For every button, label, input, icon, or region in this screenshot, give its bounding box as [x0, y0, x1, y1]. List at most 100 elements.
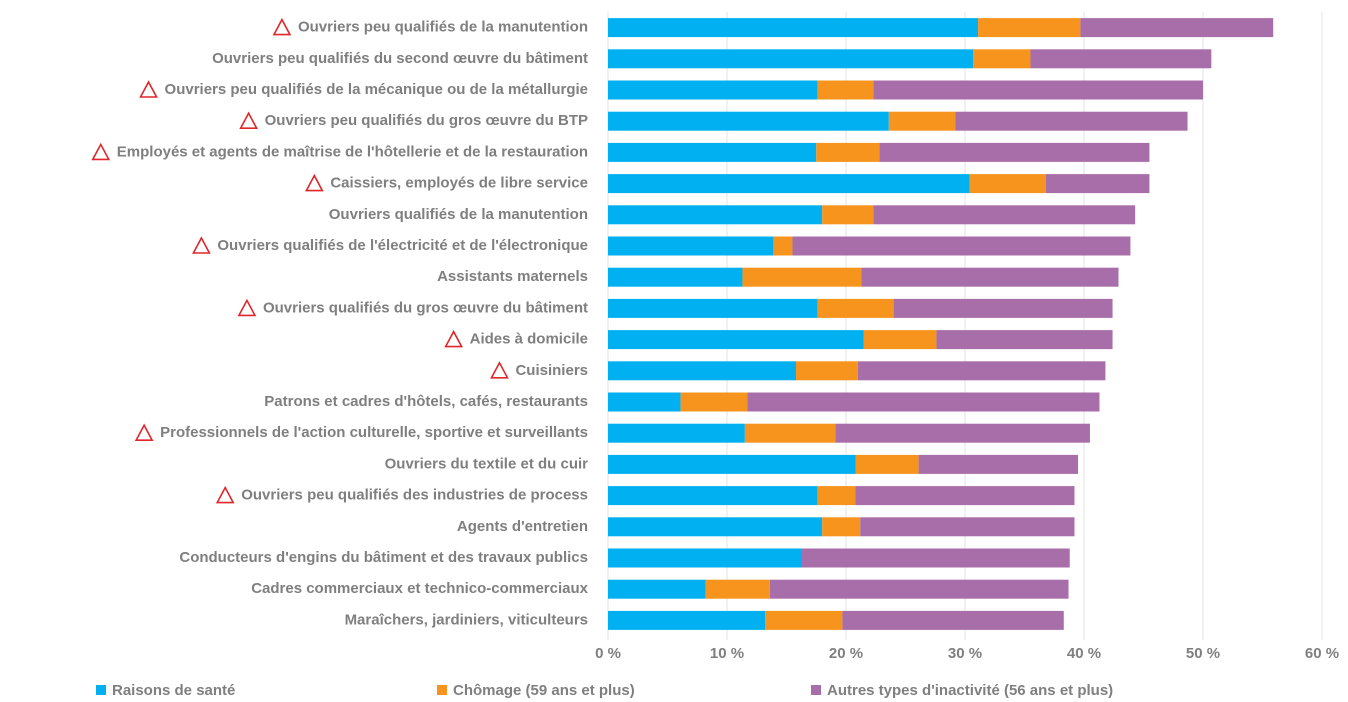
bar-segment	[893, 298, 1113, 318]
bar-segment	[769, 579, 1069, 599]
x-tick-label: 0 %	[595, 645, 621, 662]
bar-segment	[608, 330, 864, 350]
warning-icon	[490, 361, 509, 379]
bar-segment	[608, 486, 818, 506]
bar-segment	[608, 205, 823, 225]
bar-segment	[822, 205, 874, 225]
y-tick-label: Ouvriers peu qualifiés des industries de…	[241, 487, 588, 504]
legend-swatch	[811, 685, 821, 695]
y-tick-label: Ouvriers qualifiés du gros œuvre du bâti…	[263, 299, 588, 316]
y-tick-label: Agents d'entretien	[457, 518, 588, 535]
bar-segment	[608, 174, 970, 194]
bar-segment	[888, 111, 956, 131]
warning-icon	[272, 17, 292, 36]
bar-segment	[1030, 49, 1212, 69]
bar-segment	[801, 548, 1070, 568]
bar-segment	[873, 205, 1136, 225]
bar-segment	[857, 361, 1106, 381]
y-tick-label: Cadres commerciaux et technico-commercia…	[251, 580, 588, 597]
y-tick-label: Ouvriers qualifiés de la manutention	[329, 206, 588, 223]
bar-segment	[608, 423, 745, 443]
bar-segment	[936, 330, 1113, 350]
bar-segment	[973, 49, 1031, 69]
y-tick-label: Ouvriers du textile et du cuir	[385, 455, 589, 472]
warning-icon	[139, 80, 158, 98]
legend-swatch	[96, 685, 106, 695]
bar-segment	[863, 330, 937, 350]
legend-label: Autres types d'inactivité (56 ans et plu…	[827, 682, 1113, 699]
bar-segment	[842, 610, 1064, 630]
y-tick-label: Maraîchers, jardiniers, viticulteurs	[345, 611, 588, 628]
warning-icon	[305, 173, 324, 192]
bar-segment	[1080, 18, 1274, 38]
bar-segment	[608, 267, 743, 287]
bar-segment	[608, 142, 817, 162]
bar-segment	[608, 18, 979, 38]
bar-segment	[608, 548, 802, 568]
bar-segment	[608, 298, 818, 318]
bar-segment	[879, 142, 1150, 162]
legend-label: Chômage (59 ans et plus)	[453, 682, 635, 699]
warning-icon	[237, 298, 257, 317]
bar-segment	[817, 486, 856, 506]
x-tick-label: 50 %	[1186, 645, 1220, 662]
bar-segment	[855, 454, 919, 474]
bar-segment	[969, 174, 1046, 194]
x-tick-label: 20 %	[829, 645, 863, 662]
y-tick-label: Ouvriers peu qualifiés de la manutention	[298, 19, 588, 36]
y-tick-label: Cuisiniers	[515, 362, 588, 379]
bar-segment	[608, 361, 797, 381]
bar-segment	[861, 267, 1119, 287]
x-tick-label: 10 %	[710, 645, 744, 662]
x-tick-label: 40 %	[1067, 645, 1101, 662]
bar-segment	[817, 298, 894, 318]
x-tick-label: 30 %	[948, 645, 982, 662]
y-tick-label: Aides à domicile	[470, 331, 588, 348]
warning-icon	[215, 485, 235, 504]
y-tick-label: Conducteurs d'engins du bâtiment et des …	[179, 549, 588, 566]
bar-segment	[796, 361, 858, 381]
bar-segment	[773, 236, 793, 256]
bar-segment	[744, 423, 836, 443]
y-tick-label: Ouvriers peu qualifiés du second œuvre d…	[212, 50, 588, 67]
bar-segment	[816, 142, 880, 162]
y-tick-label: Caissiers, employés de libre service	[330, 175, 588, 192]
bar-segment	[608, 392, 681, 412]
y-tick-label: Employés et agents de maîtrise de l'hôte…	[117, 143, 588, 160]
bar-segment	[918, 454, 1079, 474]
legend-label: Raisons de santé	[112, 682, 235, 699]
bar-segment	[608, 111, 889, 131]
bar-segment	[855, 486, 1075, 506]
warning-icon	[444, 329, 463, 348]
bar-segment	[608, 49, 974, 69]
y-tick-label: Ouvriers peu qualifiés du gros œuvre du …	[265, 112, 588, 129]
bar-segment	[817, 80, 874, 100]
bar-segment	[822, 517, 861, 537]
bar-segment	[608, 80, 818, 100]
x-tick-label: 60 %	[1305, 645, 1339, 662]
bar-segment	[978, 18, 1081, 38]
bar-segment	[608, 454, 856, 474]
y-tick-label: Patrons et cadres d'hôtels, cafés, resta…	[264, 393, 588, 410]
y-tick-label: Professionnels de l'action culturelle, s…	[160, 424, 588, 441]
bar-segment	[835, 423, 1090, 443]
legend-swatch	[437, 685, 447, 695]
y-tick-label: Assistants maternels	[437, 268, 588, 285]
y-tick-label: Ouvriers qualifiés de l'électricité et d…	[217, 237, 588, 254]
bar-segment	[680, 392, 748, 412]
bar-segment	[608, 579, 706, 599]
warning-icon	[134, 423, 154, 441]
bar-segment	[792, 236, 1131, 256]
bar-segment	[955, 111, 1188, 131]
bar-segment	[1045, 174, 1150, 194]
bar-segment	[765, 610, 843, 630]
bar-segment	[705, 579, 770, 599]
warning-icon	[192, 236, 211, 254]
bar-segment	[608, 610, 766, 630]
bar-segment	[742, 267, 862, 287]
bar-segment	[747, 392, 1100, 412]
bar-segment	[608, 236, 774, 256]
warning-icon	[239, 111, 258, 129]
y-tick-label: Ouvriers peu qualifiés de la mécanique o…	[165, 81, 588, 98]
bar-segment	[873, 80, 1203, 100]
